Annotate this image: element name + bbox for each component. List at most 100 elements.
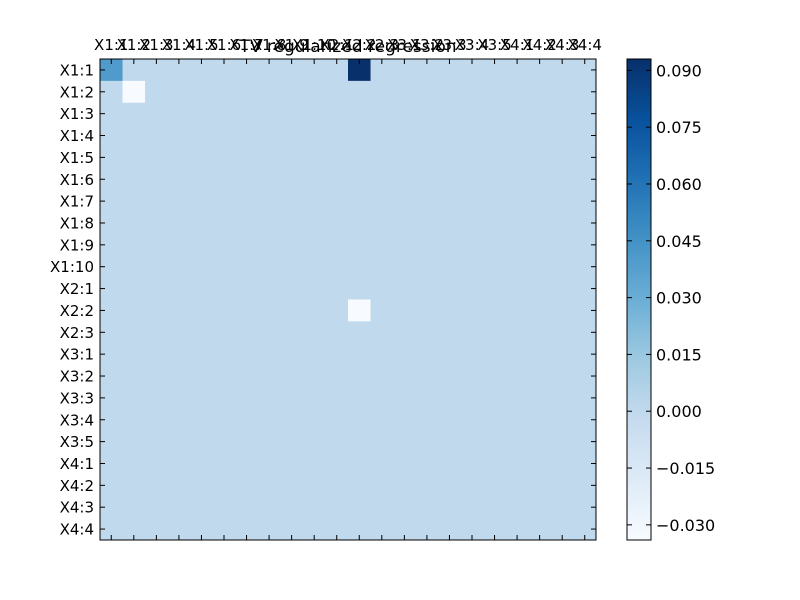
heatmap-cell (348, 190, 371, 213)
heatmap-cell (212, 212, 236, 235)
heatmap-cell (573, 146, 597, 169)
heatmap-cell (212, 408, 236, 432)
heatmap-cell (167, 212, 191, 235)
heatmap-cell (100, 474, 123, 497)
heatmap-cell (145, 452, 169, 475)
heatmap-cell (370, 212, 394, 235)
heatmap-cell (393, 386, 417, 410)
heatmap-cell (550, 168, 574, 191)
heatmap-cell (145, 474, 169, 497)
heatmap-cell (348, 299, 371, 322)
heatmap-cell (483, 59, 507, 82)
heatmap-cell (550, 518, 574, 541)
heatmap-cell (280, 386, 304, 410)
heatmap-cell (438, 343, 462, 366)
heatmap-cell (393, 452, 417, 475)
heatmap-cell (505, 408, 529, 432)
colorbar-tick-label: −0.015 (656, 459, 715, 478)
heatmap-cell (280, 255, 304, 279)
heatmap-cell (460, 452, 484, 475)
heatmap-cell (505, 299, 529, 322)
heatmap-cell (415, 321, 439, 344)
heatmap-cell (505, 146, 529, 169)
heatmap-cell (190, 452, 214, 475)
heatmap-cell (505, 474, 529, 497)
heatmap-cell (415, 124, 439, 147)
column-tick-label: X1:6 (207, 36, 241, 54)
heatmap-cell (145, 146, 169, 169)
heatmap-cell (528, 321, 552, 344)
heatmap-cell (393, 80, 417, 104)
chart-title: TV regularized regression (238, 37, 456, 57)
heatmap-cell (415, 168, 439, 191)
heatmap-cell (348, 343, 371, 366)
heatmap-cell (483, 102, 507, 125)
heatmap-cell (550, 343, 574, 366)
heatmap-cell (145, 59, 169, 82)
heatmap-cell (190, 59, 214, 82)
heatmap-cell (145, 321, 169, 344)
heatmap-cell (212, 452, 236, 475)
heatmap-cell (100, 277, 123, 300)
heatmap-cell (167, 321, 191, 344)
heatmap-cell (415, 212, 439, 235)
heatmap-cell (438, 474, 462, 497)
heatmap-cell (393, 365, 417, 388)
heatmap-cell (483, 343, 507, 366)
heatmap-cell (257, 233, 281, 257)
column-tick-label: X2:1 (320, 36, 354, 54)
row-tick-label: X1:5 (60, 149, 94, 167)
heatmap-cell (235, 343, 259, 366)
heatmap-cell (257, 321, 281, 344)
heatmap-cell (235, 102, 259, 125)
heatmap-cell (393, 124, 417, 147)
heatmap-cell (348, 496, 371, 519)
heatmap-cell (415, 474, 439, 497)
heatmap-cell (280, 474, 304, 497)
heatmap-cell (528, 299, 552, 322)
heatmap-cell (370, 430, 394, 453)
heatmap-cell (370, 365, 394, 388)
heatmap-cell (280, 365, 304, 388)
heatmap-cell (438, 277, 462, 300)
heatmap-cell (550, 80, 574, 104)
heatmap-cell (325, 343, 349, 366)
heatmap-cell (212, 299, 236, 322)
heatmap-cell (122, 59, 146, 82)
heatmap-cell (212, 430, 236, 453)
heatmap-cell (122, 102, 146, 125)
heatmap-cell (122, 277, 146, 300)
heatmap-cell (393, 430, 417, 453)
heatmap-cell (190, 496, 214, 519)
heatmap-cell (573, 321, 597, 344)
heatmap-cell (325, 321, 349, 344)
heatmap-cell (370, 124, 394, 147)
heatmap-cell (483, 80, 507, 104)
heatmap-cell (483, 408, 507, 432)
heatmap-cell (325, 80, 349, 104)
heatmap-cell (438, 80, 462, 104)
colorbar (626, 58, 652, 541)
heatmap-cell (348, 168, 371, 191)
heatmap-cell (212, 518, 236, 541)
heatmap-cell (573, 343, 597, 366)
heatmap-cell (145, 496, 169, 519)
heatmap-cell (235, 168, 259, 191)
heatmap-cell (212, 255, 236, 279)
plot-frame (99, 58, 597, 541)
heatmap-cell (460, 168, 484, 191)
heatmap-cell (438, 365, 462, 388)
heatmap-cell (460, 146, 484, 169)
heatmap-cell (438, 255, 462, 279)
heatmap-cell (505, 452, 529, 475)
row-tick-label: X1:6 (60, 171, 94, 189)
heatmap-cell (483, 430, 507, 453)
heatmap-cell (122, 80, 146, 104)
heatmap-cell (235, 277, 259, 300)
heatmap-cell (280, 408, 304, 432)
heatmap-cell (190, 299, 214, 322)
heatmap-cell (100, 59, 123, 82)
heatmap-cell (325, 124, 349, 147)
heatmap-cell (528, 496, 552, 519)
column-tick-label: X3:1 (387, 36, 421, 54)
